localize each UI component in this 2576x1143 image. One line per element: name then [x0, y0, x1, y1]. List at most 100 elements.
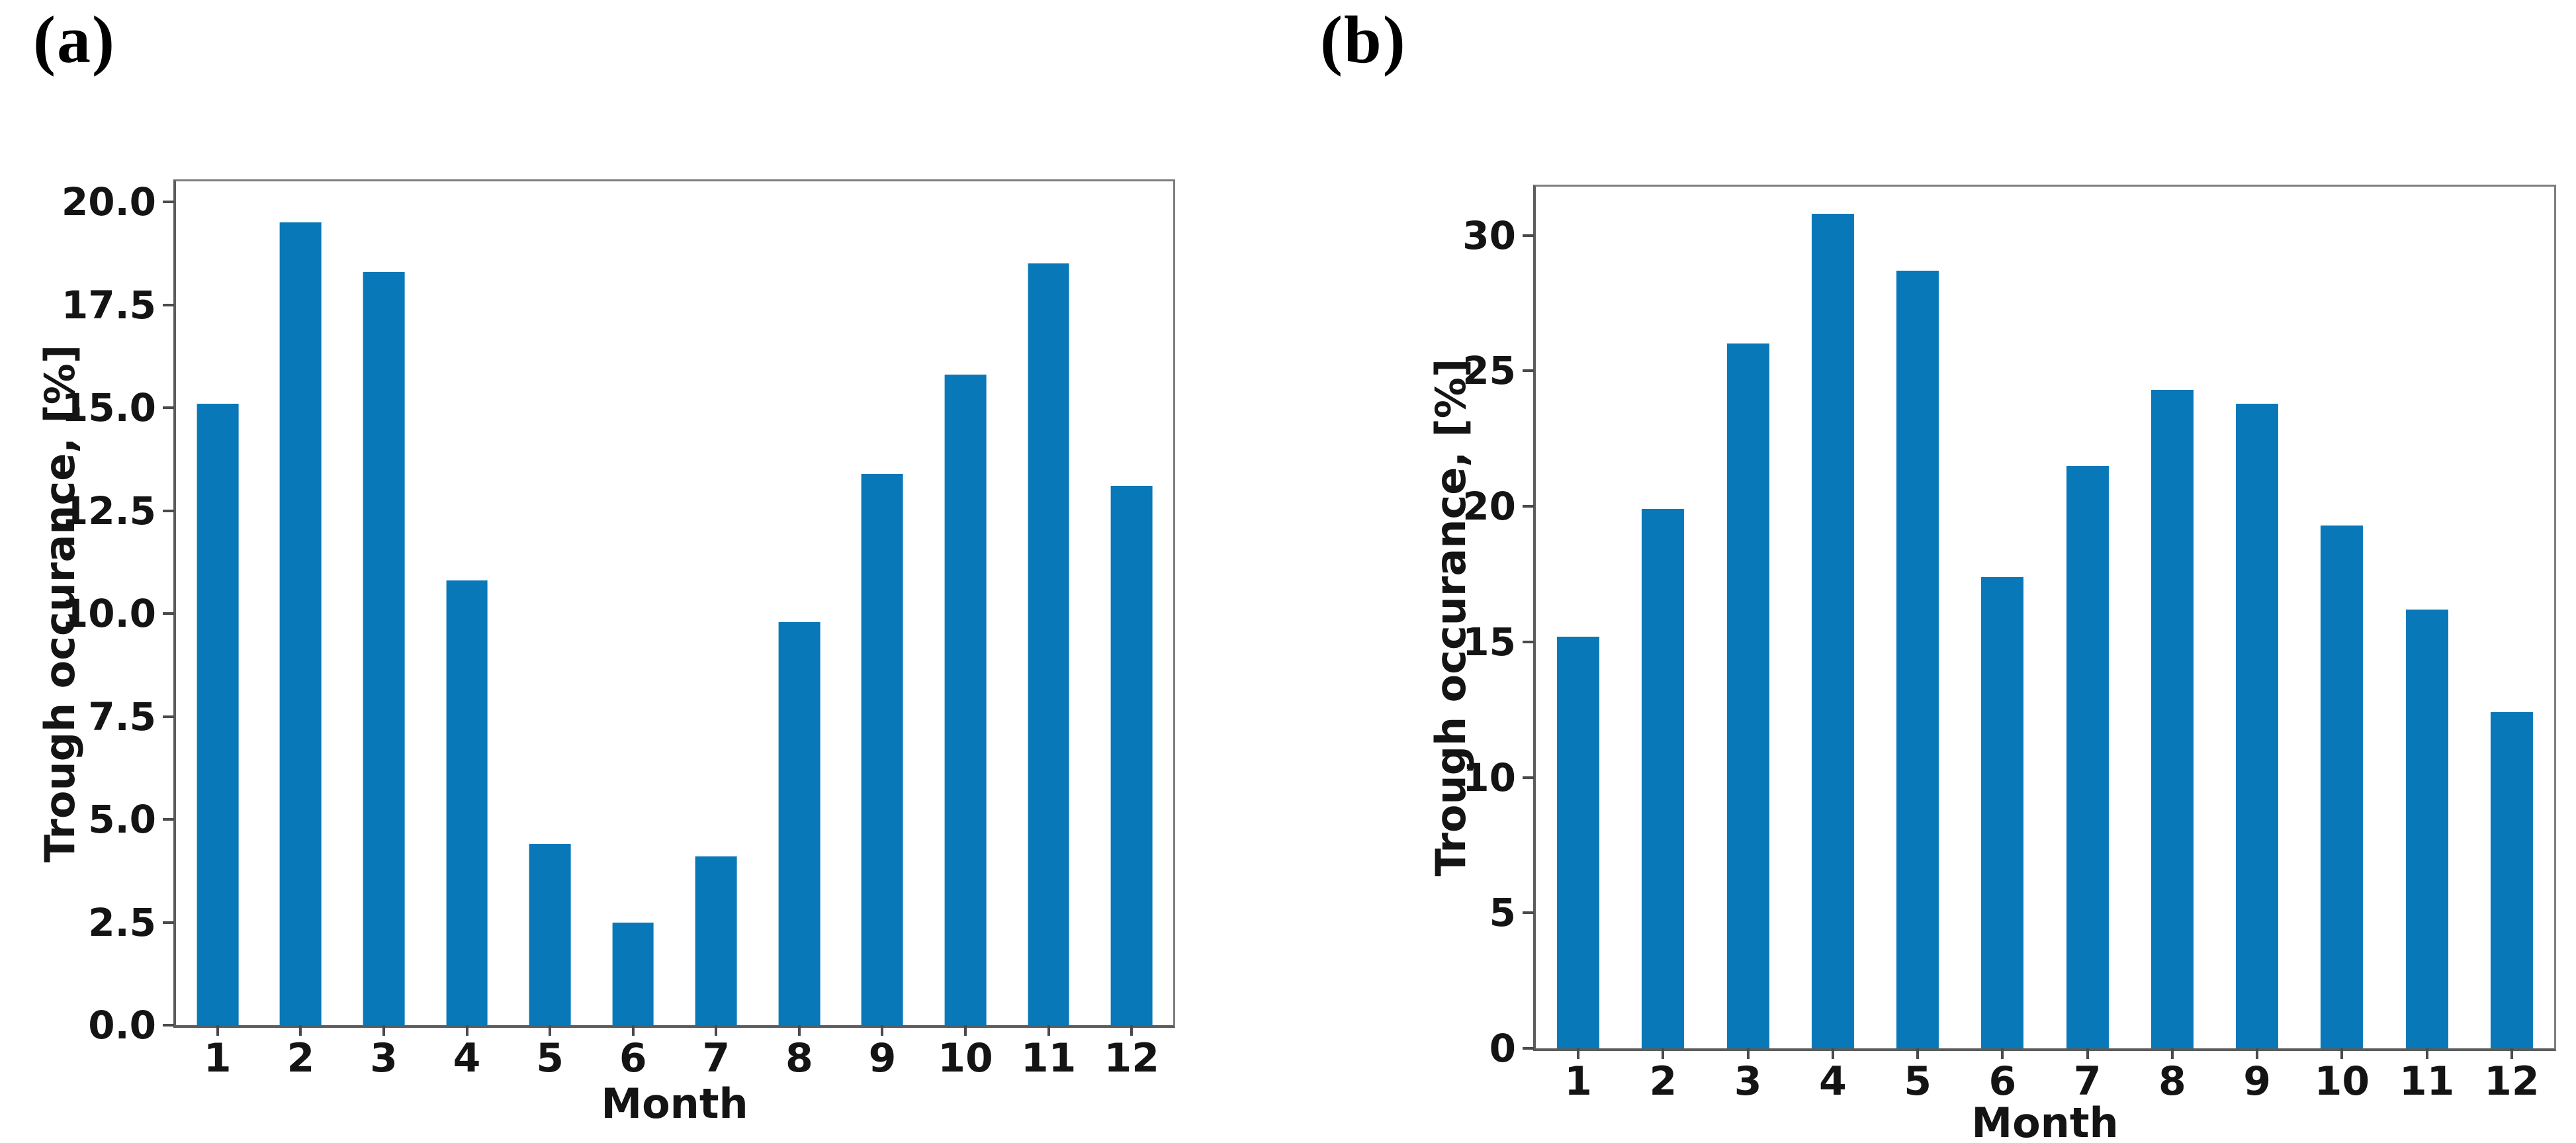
x-tick-label: 1: [1564, 1058, 1592, 1105]
x-tick-mark: [2086, 1048, 2089, 1059]
x-tick-label: 7: [2073, 1058, 2102, 1105]
y-tick-label: 17.5: [61, 282, 156, 328]
y-tick-mark: [1523, 369, 1534, 373]
x-tick-label: 12: [2484, 1058, 2540, 1105]
x-tick-label: 9: [2243, 1058, 2271, 1105]
y-tick-label: 12.5: [61, 488, 156, 533]
x-tick-mark: [2340, 1048, 2344, 1059]
y-tick-mark: [163, 1024, 174, 1027]
bar-month-12: [1110, 486, 1153, 1025]
x-tick-mark: [964, 1025, 967, 1036]
y-tick-mark: [163, 406, 174, 410]
y-tick-label: 20.0: [61, 179, 156, 225]
bar-month-6: [612, 922, 654, 1025]
bar-month-1: [197, 403, 239, 1025]
panel-b: (b) Trough occurance, [%] Month 0 5 10 15 20…: [1288, 0, 2576, 1143]
plot-area-b: Trough occurance, [%] Month 0 5 10 15 20 25 30…: [1427, 185, 2556, 1143]
x-tick-mark: [715, 1025, 718, 1036]
plot-area-a: Trough occurance, [%] Month 0.0 2.5 5.0 7.5…: [36, 179, 1175, 1124]
bar-month-1: [1557, 636, 1600, 1048]
y-tick-label: 20: [1462, 484, 1516, 529]
y-tick-mark: [1523, 1047, 1534, 1050]
x-tick-label: 6: [619, 1035, 647, 1081]
y-tick-label: 2.5: [88, 899, 156, 945]
panel-b-label: (b): [1320, 3, 1407, 77]
y-tick-label: 10.0: [61, 591, 156, 637]
bar-month-12: [2490, 712, 2533, 1048]
x-tick-mark: [465, 1025, 468, 1036]
y-tick-label: 25: [1462, 348, 1516, 394]
panel-a-label: (a): [33, 3, 116, 77]
bar-month-2: [279, 222, 322, 1025]
y-tick-label: 15.0: [61, 385, 156, 431]
x-tick-mark: [549, 1025, 552, 1036]
bar-month-10: [2321, 525, 2364, 1048]
x-tick-label: 2: [287, 1035, 315, 1081]
x-tick-mark: [881, 1025, 884, 1036]
y-tick-label: 5.0: [88, 797, 156, 843]
bar-month-11: [1028, 263, 1070, 1025]
bar-month-6: [1981, 576, 2024, 1048]
y-tick-mark: [163, 612, 174, 616]
bar-month-5: [529, 844, 571, 1025]
x-tick-mark: [1662, 1048, 1665, 1059]
y-tick-mark: [163, 818, 174, 821]
x-tick-label: 4: [453, 1035, 481, 1081]
y-tick-label: 0.0: [88, 1003, 156, 1048]
y-tick-mark: [163, 715, 174, 718]
x-tick-mark: [299, 1025, 302, 1036]
x-tick-label: 8: [2158, 1058, 2186, 1105]
x-tick-label: 9: [868, 1035, 897, 1081]
panel-a: (a) Trough occurance, [%] Month 0.0 2.5 5.…: [33, 3, 1175, 1124]
y-tick-mark: [163, 921, 174, 924]
x-tick-mark: [2170, 1048, 2174, 1059]
bar-month-2: [1642, 509, 1685, 1048]
x-tick-label: 12: [1104, 1035, 1159, 1081]
x-tick-label: 3: [1734, 1058, 1762, 1105]
bar-month-3: [363, 271, 405, 1025]
y-tick-mark: [163, 303, 174, 306]
bar-month-11: [2405, 609, 2448, 1048]
x-tick-mark: [797, 1025, 801, 1036]
bar-month-7: [695, 856, 737, 1025]
bar-month-10: [944, 375, 987, 1025]
x-tick-mark: [2425, 1048, 2428, 1059]
x-tick-mark: [631, 1025, 635, 1036]
bar-month-4: [1811, 213, 1854, 1048]
x-tick-mark: [2256, 1048, 2259, 1059]
y-tick-label: 15: [1462, 619, 1516, 664]
bar-month-3: [1726, 343, 1769, 1048]
x-tick-mark: [2510, 1048, 2513, 1059]
x-tick-label: 8: [785, 1035, 813, 1081]
bar-month-9: [2236, 403, 2279, 1048]
y-tick-label: 30: [1462, 212, 1516, 258]
y-tick-mark: [1523, 776, 1534, 779]
y-tick-mark: [163, 509, 174, 512]
x-tick-mark: [2001, 1048, 2004, 1059]
y-tick-mark: [1523, 911, 1534, 915]
x-axis-label-b: Month: [1971, 1099, 2119, 1143]
x-tick-mark: [382, 1025, 385, 1036]
x-tick-mark: [1916, 1048, 1920, 1059]
x-tick-label: 4: [1819, 1058, 1847, 1105]
x-tick-label: 1: [203, 1035, 232, 1081]
x-tick-label: 10: [938, 1035, 993, 1081]
x-tick-label: 3: [370, 1035, 398, 1081]
y-tick-mark: [163, 201, 174, 204]
x-tick-label: 7: [702, 1035, 731, 1081]
x-tick-mark: [1831, 1048, 1834, 1059]
x-tick-mark: [1577, 1048, 1580, 1059]
x-tick-label: 11: [2399, 1058, 2455, 1105]
y-tick-label: 0: [1489, 1026, 1516, 1071]
x-axis-label-a: Month: [601, 1079, 748, 1128]
x-tick-label: 5: [536, 1035, 564, 1081]
y-tick-mark: [1523, 234, 1534, 237]
x-tick-mark: [1130, 1025, 1133, 1036]
y-tick-mark: [1523, 505, 1534, 508]
x-tick-label: 11: [1020, 1035, 1077, 1081]
x-tick-mark: [1047, 1025, 1050, 1036]
y-tick-label: 5: [1489, 890, 1516, 936]
y-tick-label: 7.5: [88, 694, 156, 739]
x-tick-label: 2: [1649, 1058, 1677, 1105]
